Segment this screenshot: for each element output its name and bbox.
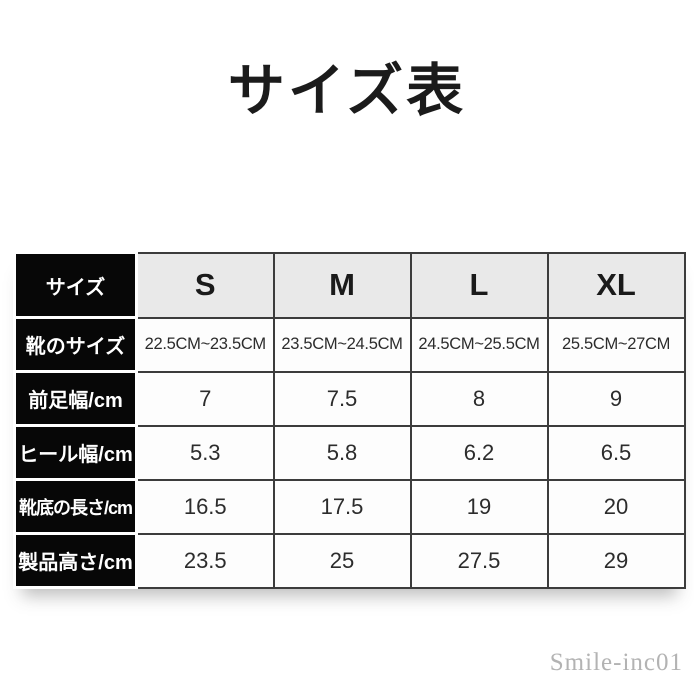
header-cell-m: M [272, 251, 412, 319]
cell-value: 7 [135, 370, 275, 427]
row-label: 製品高さ/cm [13, 532, 138, 589]
cell-value: 20 [546, 478, 686, 535]
cell-value: 5.8 [272, 424, 412, 481]
cell-value: 27.5 [409, 532, 549, 589]
cell-value: 25.5CM~27CM [546, 316, 686, 373]
header-cell-xl: XL [546, 251, 686, 319]
cell-value: 22.5CM~23.5CM [135, 316, 275, 373]
cell-value: 9 [546, 370, 686, 427]
cell-value: 17.5 [272, 478, 412, 535]
row-label: 靴のサイズ [13, 316, 138, 373]
cell-value: 19 [409, 478, 549, 535]
cell-value: 24.5CM~25.5CM [409, 316, 549, 373]
watermark: Smile-inc01 [549, 649, 683, 676]
cell-value: 6.2 [409, 424, 549, 481]
row-label: 靴底の長さ/cm [13, 478, 138, 535]
cell-value: 23.5 [135, 532, 275, 589]
cell-value: 8 [409, 370, 549, 427]
header-cell-l: L [409, 251, 549, 319]
cell-value: 23.5CM~24.5CM [272, 316, 412, 373]
header-label-cell: サイズ [13, 251, 138, 319]
cell-value: 6.5 [546, 424, 686, 481]
table-row-sole-length: 靴底の長さ/cm 16.5 17.5 19 20 [13, 478, 686, 535]
table-row-forefoot-width: 前足幅/cm 7 7.5 8 9 [13, 370, 686, 427]
cell-value: 16.5 [135, 478, 275, 535]
cell-value: 25 [272, 532, 412, 589]
page-title: サイズ表 [227, 59, 467, 123]
table-row-heel-width: ヒール幅/cm 5.3 5.8 6.2 6.5 [13, 424, 686, 481]
cell-value: 5.3 [135, 424, 275, 481]
header-cell-s: S [135, 251, 275, 319]
table-header-row: サイズ S M L XL [13, 251, 686, 319]
cell-value: 29 [546, 532, 686, 589]
row-label: 前足幅/cm [13, 370, 138, 427]
cell-value: 7.5 [272, 370, 412, 427]
table-row-shoe-size: 靴のサイズ 22.5CM~23.5CM 23.5CM~24.5CM 24.5CM… [13, 316, 686, 373]
table-row-product-height: 製品高さ/cm 23.5 25 27.5 29 [13, 532, 686, 589]
size-table: サイズ S M L XL 靴のサイズ 22.5CM~23.5CM 23.5CM~… [13, 251, 686, 589]
row-label: ヒール幅/cm [13, 424, 138, 481]
